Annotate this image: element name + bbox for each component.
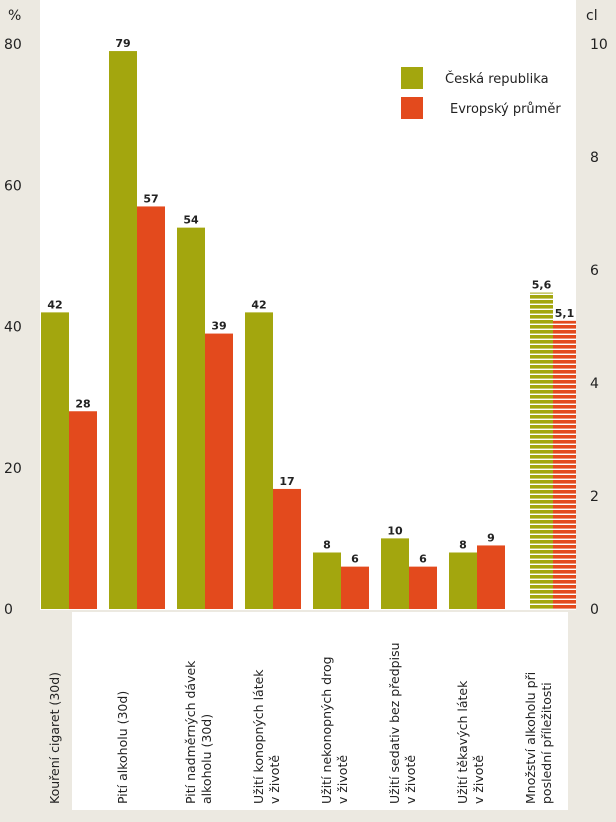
right-tick-label: 8 — [590, 150, 599, 166]
bar-evropsky-prumer — [205, 333, 233, 609]
bar-value-label: 17 — [279, 475, 294, 488]
bar-value-label: 39 — [211, 320, 226, 333]
bar-value-label: 79 — [115, 37, 130, 50]
bar-ceska-republika — [109, 51, 137, 609]
left-tick-label: 20 — [4, 461, 22, 477]
bar-value-label: 28 — [75, 397, 90, 410]
bar-evropsky-prumer — [69, 411, 97, 609]
category-label: Užití těkavých látekv životě — [455, 680, 486, 804]
bar-value-label: 5,6 — [532, 279, 552, 292]
legend-label-evropsky-prumer: Evropský průměr — [450, 102, 561, 117]
right-tick-label: 10 — [590, 37, 608, 53]
bar-value-label: 5,1 — [555, 307, 575, 320]
legend-swatch-ceska-republika — [401, 67, 423, 89]
bar-value-label: 42 — [47, 298, 62, 311]
bar-value-label: 9 — [487, 531, 495, 544]
right-tick-label: 6 — [590, 263, 599, 279]
category-label: Užití konopných látekv životě — [251, 669, 282, 804]
bar-value-label: 57 — [143, 192, 158, 205]
category-panel — [72, 612, 568, 810]
left-tick-label: 40 — [4, 320, 22, 336]
category-label: Pití alkoholu (30d) — [115, 691, 130, 804]
bar-evropsky-prumer — [137, 206, 165, 609]
legend-swatch-evropsky-prumer — [401, 97, 423, 119]
bar-evropsky-prumer — [477, 545, 505, 609]
left-tick-label: 80 — [4, 37, 22, 53]
left-tick-label: 0 — [4, 602, 13, 618]
category-label: Množství alkoholu připoslední příležitos… — [523, 672, 554, 804]
bar-ceska-republika — [41, 312, 69, 609]
right-axis-unit: cl — [586, 8, 598, 24]
left-axis-unit: % — [8, 8, 21, 24]
bar-ceska-republika — [530, 292, 553, 609]
category-label: Kouření cigaret (30d) — [47, 672, 62, 804]
right-tick-label: 0 — [590, 602, 599, 618]
category-label: Užití sedativ bez předpisuv životě — [387, 643, 418, 805]
bar-value-label: 42 — [251, 298, 266, 311]
right-tick-label: 2 — [590, 489, 599, 505]
bar-evropsky-prumer — [553, 320, 576, 609]
legend-label-ceska-republika: Česká republika — [445, 71, 549, 87]
right-axis-ticks: 10 8 6 4 2 0 — [590, 37, 608, 618]
bar-ceska-republika — [177, 227, 205, 609]
left-axis-ticks: 80 60 40 20 0 — [4, 37, 22, 618]
category-label: Pití nadměrných dávekalkoholu (30d) — [183, 660, 214, 804]
left-tick-label: 60 — [4, 178, 22, 194]
category-labels: Kouření cigaret (30d) Pití alkoholu (30d)… — [47, 643, 554, 805]
legend: Česká republika Evropský průměr — [401, 67, 561, 119]
bar-ceska-republika — [313, 552, 341, 609]
bar-evropsky-prumer — [341, 566, 369, 609]
right-tick-label: 4 — [590, 376, 599, 392]
bar-value-label: 8 — [459, 539, 467, 552]
bar-value-label: 6 — [419, 553, 427, 566]
bar-evropsky-prumer — [273, 488, 301, 609]
bar-ceska-republika — [245, 312, 273, 609]
category-label: Užití nekonopných drogv životě — [319, 656, 350, 804]
bar-value-label: 54 — [183, 214, 199, 227]
bar-value-label: 8 — [323, 539, 331, 552]
bars — [41, 51, 576, 609]
value-labels: 42 28 79 57 54 39 42 17 8 6 10 6 8 9 5,6 5,1 — [47, 37, 574, 566]
bar-ceska-republika — [449, 552, 477, 609]
bar-evropsky-prumer — [409, 566, 437, 609]
bar-value-label: 10 — [387, 524, 403, 537]
bar-value-label: 6 — [351, 553, 359, 566]
bar-ceska-republika — [381, 538, 409, 609]
